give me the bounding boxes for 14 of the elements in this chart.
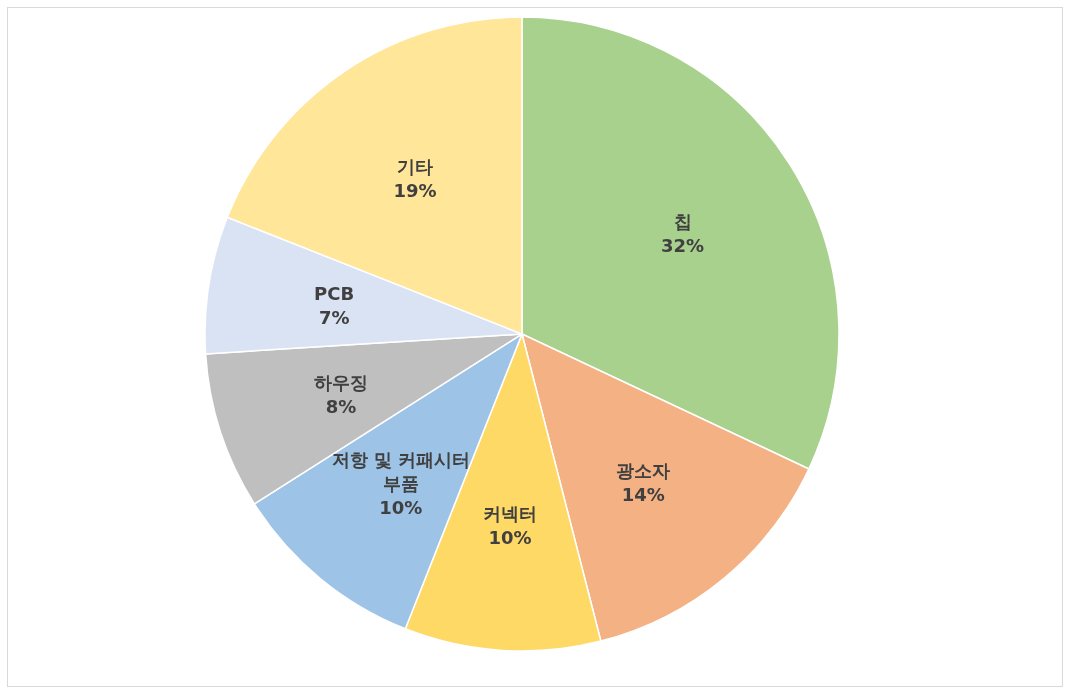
data-label: 7%: [318, 306, 350, 328]
slice-label: 커넥터: [483, 502, 538, 524]
slice-label: PCB: [314, 282, 355, 304]
data-label: 19%: [393, 179, 437, 201]
slice-label: 저항 및 커패시터 부품: [331, 448, 471, 494]
slice-label: 칩: [673, 210, 692, 232]
data-label: 8%: [325, 395, 357, 417]
data-label: 10%: [379, 496, 423, 518]
data-label: 32%: [661, 234, 705, 256]
slice-label: 광소자: [616, 459, 671, 481]
data-label: 10%: [488, 526, 532, 548]
slice-label: 하우징: [314, 371, 369, 393]
data-label: 14%: [621, 483, 665, 505]
slice-label: 기타: [397, 155, 434, 177]
